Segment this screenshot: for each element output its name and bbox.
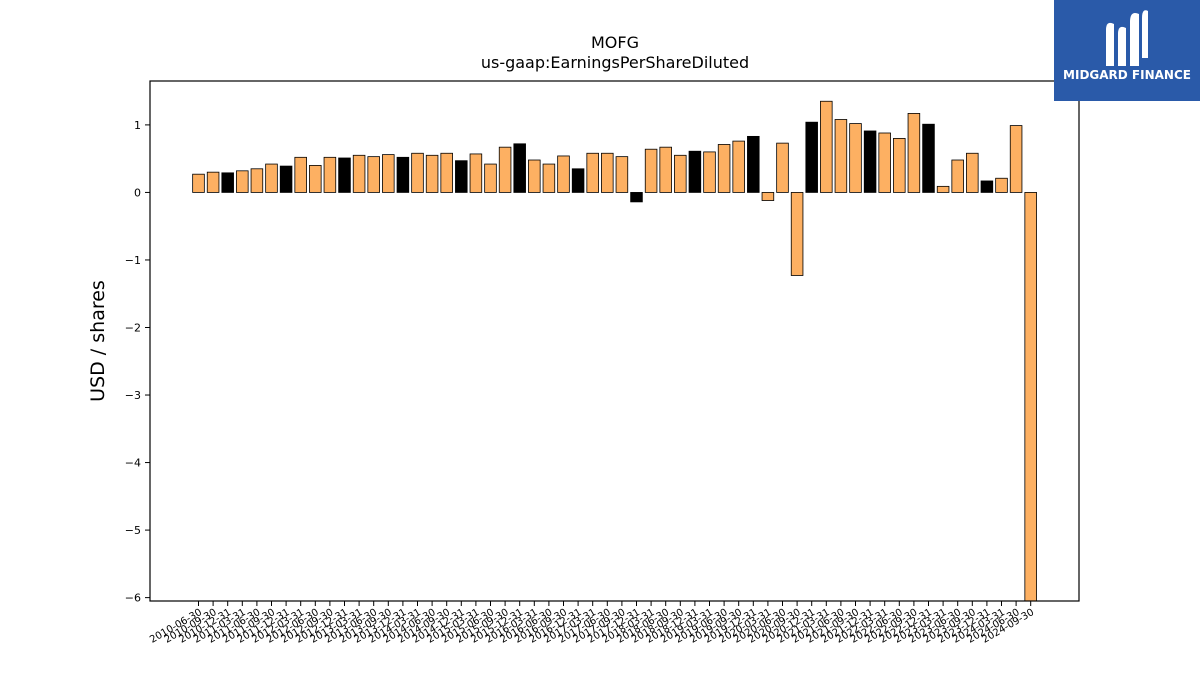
bar-2018-06-30 — [659, 146, 672, 193]
logo-text: MIDGARD FINANCE — [1063, 68, 1191, 82]
bar-2012-06-30 — [309, 165, 322, 193]
y-tick-label: −3 — [125, 389, 141, 402]
bar-2011-09-30 — [265, 163, 278, 193]
x-axis-ticks: 2010-06-302010-09-302010-12-312011-03-31… — [148, 601, 1036, 646]
bar-2010-12-31 — [221, 172, 234, 193]
bar-2013-06-30 — [367, 156, 380, 193]
bar-2013-03-31 — [352, 154, 366, 193]
bar-2011-12-31 — [279, 165, 293, 193]
y-tick-label: 1 — [134, 119, 141, 132]
bar-2021-03-31 — [820, 100, 833, 193]
chart-subtitle: us-gaap:EarningsPerShareDiluted — [481, 53, 749, 72]
bar-2010-06-30 — [192, 173, 205, 193]
chart-title: MOFG — [591, 33, 639, 52]
bar-2019-03-31 — [703, 151, 716, 193]
y-tick-label: −2 — [125, 321, 141, 334]
bar-2017-03-31 — [586, 152, 599, 193]
bar-2017-09-30 — [615, 156, 629, 193]
bar-2017-12-31 — [630, 192, 643, 203]
y-tick-label: −6 — [125, 592, 141, 605]
bar-2011-06-30 — [250, 168, 264, 193]
bar-2022-06-30 — [893, 137, 906, 193]
bar-2022-03-31 — [878, 132, 891, 193]
bar-2024-06-30 — [1009, 125, 1023, 193]
midgard-m-logo-icon — [1106, 10, 1148, 66]
bar-2022-12-31 — [922, 123, 935, 193]
bar-2015-03-31 — [469, 153, 483, 193]
bar-2012-09-30 — [323, 156, 337, 193]
bar-2023-12-31 — [980, 180, 994, 193]
plot-frame — [149, 80, 1080, 602]
bar-2020-03-31 — [761, 192, 775, 201]
bar-2024-09-30 — [1024, 192, 1037, 602]
bar-2020-09-30 — [790, 192, 804, 276]
bar-2014-06-30 — [425, 154, 439, 193]
y-tick-label: −4 — [125, 457, 141, 470]
bar-2020-06-30 — [776, 142, 789, 193]
bar-2018-09-30 — [674, 154, 687, 193]
bar-2018-03-31 — [644, 148, 658, 193]
y-axis-label: USD / shares — [87, 280, 109, 402]
bar-2023-09-30 — [966, 152, 979, 193]
y-tick-label: −5 — [125, 524, 141, 537]
bar-2019-06-30 — [717, 144, 731, 193]
bar-2011-03-31 — [236, 170, 249, 193]
midgard-finance-logo: MIDGARD FINANCE — [1054, 0, 1200, 101]
bar-2014-12-31 — [455, 160, 468, 193]
bar-2021-09-30 — [849, 123, 862, 193]
bars-group — [192, 100, 1037, 602]
bar-2012-03-31 — [294, 156, 307, 193]
bar-2014-03-31 — [411, 152, 424, 193]
bar-2021-06-30 — [834, 119, 848, 193]
bar-2019-12-31 — [747, 135, 760, 193]
bar-2014-09-30 — [440, 152, 453, 193]
bar-2013-09-30 — [382, 154, 395, 193]
y-axis-ticks: 1 0 −1 −2 −3 −4 −5 −6 — [125, 119, 150, 605]
bar-2022-09-30 — [907, 113, 921, 193]
bar-2023-03-31 — [936, 185, 950, 193]
bar-2010-09-30 — [206, 171, 220, 193]
bar-2012-12-31 — [338, 157, 351, 193]
bar-2018-12-31 — [688, 150, 702, 193]
bar-2024-03-31 — [995, 177, 1008, 193]
bar-2016-06-30 — [542, 163, 556, 193]
y-tick-label: 0 — [134, 186, 141, 199]
bar-2015-12-31 — [513, 143, 526, 193]
bar-2015-09-30 — [498, 146, 512, 193]
bar-2016-09-30 — [557, 155, 570, 193]
bar-2019-09-30 — [732, 140, 745, 193]
bar-2021-12-31 — [863, 130, 877, 193]
bar-2016-12-31 — [571, 168, 585, 193]
bar-2013-12-31 — [396, 156, 410, 193]
bar-2017-06-30 — [601, 152, 614, 193]
y-tick-label: −1 — [125, 254, 141, 267]
bar-2016-03-31 — [528, 159, 541, 193]
bar-2020-12-31 — [805, 121, 818, 193]
bar-2023-06-30 — [951, 159, 964, 193]
bar-2015-06-30 — [484, 163, 497, 193]
